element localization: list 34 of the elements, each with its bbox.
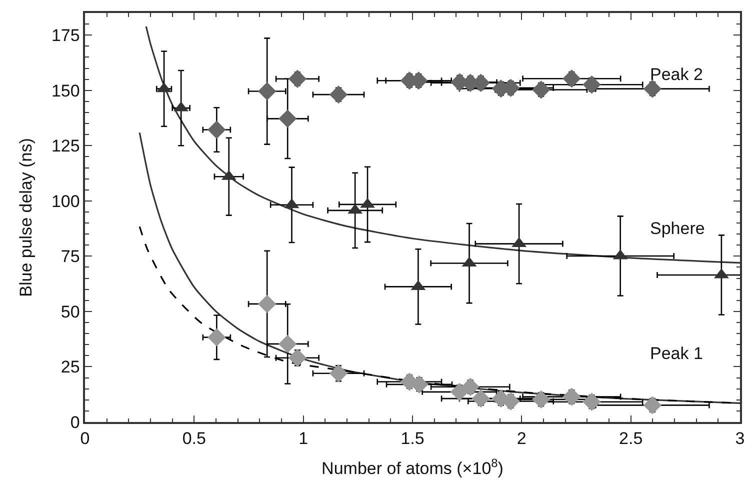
x-tick-label: 0.5 <box>182 429 206 448</box>
point <box>643 80 662 98</box>
point <box>288 70 307 88</box>
x-tick-label: 1 <box>298 429 308 448</box>
y-tick-label: 175 <box>51 26 80 46</box>
point <box>461 378 480 396</box>
point <box>643 396 662 414</box>
point <box>208 120 226 139</box>
point <box>278 334 297 354</box>
x-tick-label: 3 <box>735 429 745 448</box>
y-tick-label: 100 <box>51 192 80 211</box>
x-tick-label: 2 <box>516 429 526 448</box>
y-tick-label: 150 <box>51 81 80 100</box>
y-tick-label: 75 <box>60 247 80 266</box>
point <box>208 328 226 346</box>
x-tick-label: 2.5 <box>619 429 643 448</box>
point <box>288 348 307 367</box>
point <box>258 294 276 314</box>
point <box>329 364 348 382</box>
x-axis-title: Number of atoms (×10$^{8}$) <box>322 456 504 478</box>
annotation: Peak 2 <box>650 65 703 84</box>
annotation: Peak 1 <box>650 344 703 363</box>
x-tick-label: 1.5 <box>400 429 424 448</box>
point <box>532 80 550 99</box>
point <box>562 70 581 88</box>
y-tick-label: 0 <box>70 412 80 432</box>
point <box>278 110 297 128</box>
y-tick-label: 50 <box>60 302 80 322</box>
y-tick-label: 125 <box>51 136 80 156</box>
y-axis-title: Blue pulse delay (ns) <box>16 138 36 297</box>
point <box>258 82 276 100</box>
y-tick-label: 25 <box>60 358 80 377</box>
point <box>329 85 348 104</box>
annotation: Sphere <box>650 219 705 238</box>
